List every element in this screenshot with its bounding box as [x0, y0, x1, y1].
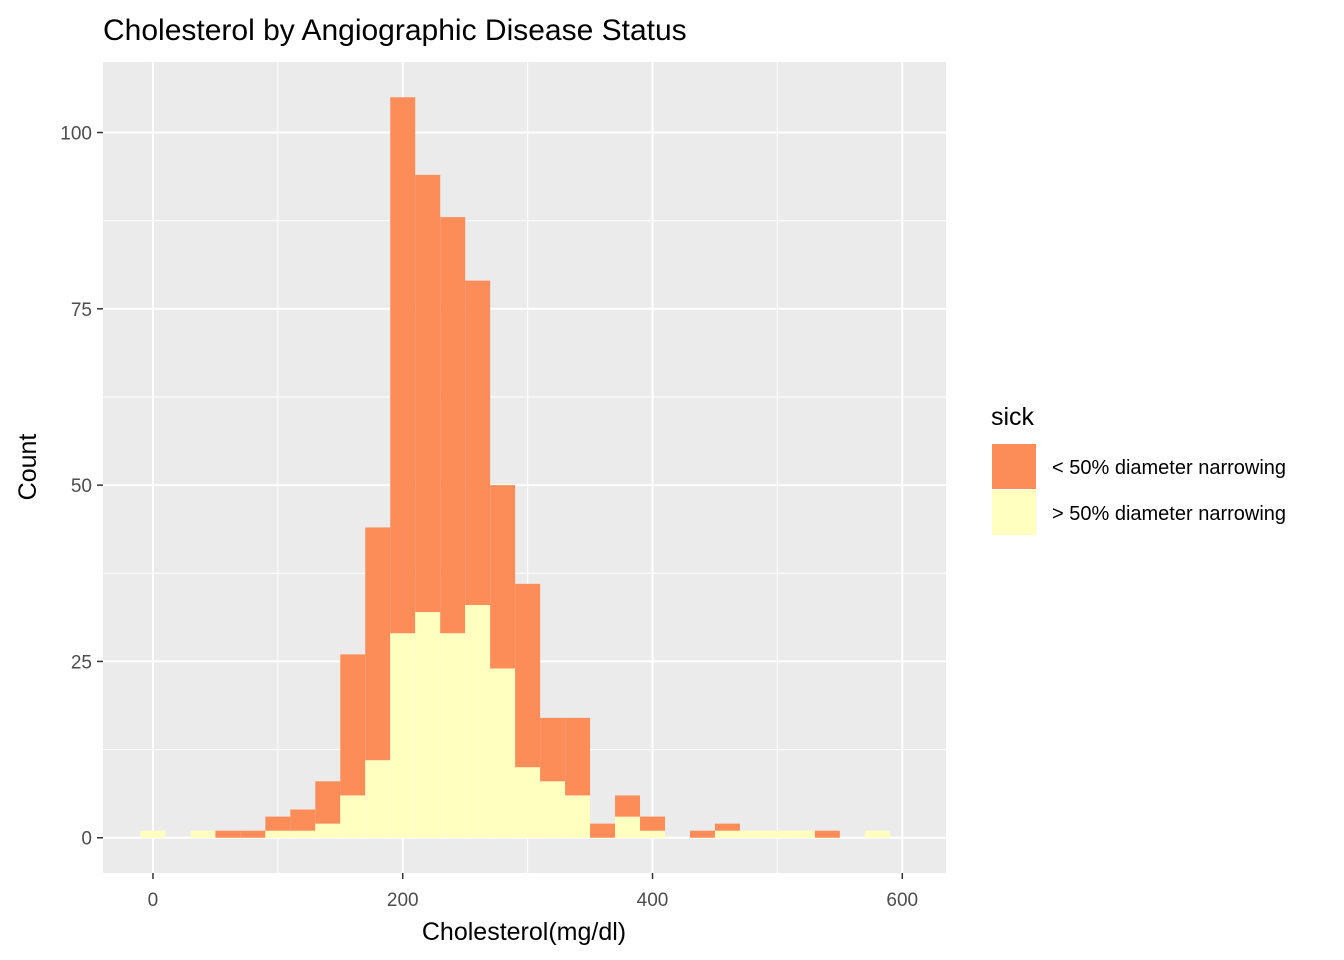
legend: sick < 50% diameter narrowing > 50% diame…	[991, 403, 1286, 535]
x-tick-label: 400	[637, 890, 669, 911]
bar-below-50	[215, 830, 241, 838]
bar-below-50	[565, 717, 591, 796]
x-tick-label: 200	[387, 890, 419, 911]
x-tick-label: 0	[148, 890, 159, 911]
bar-below-50	[689, 830, 715, 838]
bar-above-50	[565, 795, 591, 838]
y-tick-label: 100	[60, 124, 92, 145]
y-tick-label: 50	[71, 476, 92, 497]
bar-above-50	[315, 823, 341, 838]
y-tick-label: 75	[71, 300, 92, 321]
bar-below-50	[814, 830, 840, 838]
bar-below-50	[615, 795, 641, 817]
y-tick-label: 25	[71, 652, 92, 673]
bar-above-50	[739, 830, 765, 838]
bar-above-50	[764, 830, 790, 838]
minor-gridlines	[103, 62, 946, 873]
bar-below-50	[390, 97, 416, 634]
bar-below-50	[540, 717, 566, 782]
bar-above-50	[640, 830, 665, 838]
chart-title: Cholesterol by Angiographic Disease Stat…	[103, 14, 687, 47]
bar-below-50	[415, 174, 441, 613]
y-axis-ticks: 0 25 50 75 100	[60, 124, 103, 850]
bar-above-50	[290, 830, 316, 838]
legend-label: < 50% diameter narrowing	[1052, 457, 1286, 479]
bar-above-50	[864, 830, 890, 838]
bar-above-50	[190, 830, 216, 838]
bar-above-50	[490, 668, 516, 838]
bar-above-50	[615, 816, 641, 838]
bar-above-50	[440, 633, 466, 838]
x-axis-title: Cholesterol(mg/dl)	[422, 918, 626, 946]
legend-swatch	[992, 444, 1036, 489]
legend-title: sick	[991, 403, 1035, 431]
bar-below-50	[340, 654, 366, 796]
bar-below-50	[515, 583, 541, 768]
bar-above-50	[390, 633, 416, 838]
bar-below-50	[714, 823, 740, 831]
bar-above-50	[465, 605, 491, 838]
legend-swatch	[992, 490, 1036, 535]
bar-below-50	[265, 816, 291, 831]
bar-above-50	[265, 830, 291, 838]
x-tick-label: 600	[886, 890, 918, 911]
bar-below-50	[640, 816, 665, 831]
bar-below-50	[365, 527, 391, 761]
bar-below-50	[440, 217, 466, 634]
bar-above-50	[714, 830, 740, 838]
bar-below-50	[490, 485, 516, 669]
bar-below-50	[590, 823, 616, 838]
bar-below-50	[240, 830, 266, 838]
bar-above-50	[415, 612, 441, 838]
bar-below-50	[315, 781, 341, 824]
bar-above-50	[540, 781, 566, 838]
bar-above-50	[789, 830, 815, 838]
y-axis-title: Count	[14, 434, 42, 501]
bar-above-50	[365, 760, 391, 838]
bar-above-50	[140, 830, 166, 838]
bar-above-50	[340, 795, 366, 838]
legend-label: > 50% diameter narrowing	[1052, 503, 1286, 525]
histogram-bars	[140, 97, 890, 838]
bar-below-50	[290, 809, 316, 831]
y-tick-label: 0	[81, 829, 92, 850]
bar-above-50	[515, 767, 541, 838]
x-axis-ticks: 0 200 400 600	[148, 873, 918, 911]
bar-below-50	[465, 280, 491, 606]
